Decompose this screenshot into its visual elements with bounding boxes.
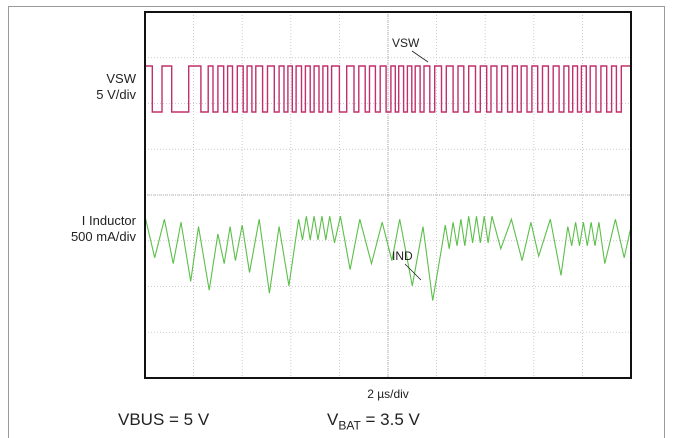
vsw-annotation-leader	[411, 50, 429, 63]
vsw-annotation: VSW	[392, 36, 420, 50]
annotations: VSW IND	[392, 36, 429, 281]
vsw-channel-scale: 5 V/div	[96, 87, 136, 102]
vbat-condition: VBAT = 3.5 V	[327, 410, 420, 432]
traces	[144, 65, 632, 301]
figure-frame	[8, 6, 665, 438]
vsw-channel-name: VSW	[106, 71, 136, 86]
inductor-channel-scale: 500 mA/div	[70, 229, 136, 244]
vbat-value: = 3.5 V	[360, 410, 420, 429]
inductor-channel-name: I Inductor	[81, 213, 136, 228]
inductor-annotation: IND	[392, 249, 413, 263]
vbus-condition: VBUS = 5 V	[118, 410, 210, 429]
plot-border	[144, 11, 632, 379]
inductor-channel-label: I Inductor 500 mA/div	[71, 213, 136, 245]
inductor-current-trace	[144, 216, 632, 301]
inductor-annotation-leader	[404, 263, 422, 281]
vsw-channel-label: VSW 5 V/div	[96, 71, 136, 103]
x-axis-label: 2 µs/div	[367, 387, 409, 401]
vbat-prefix: V	[327, 410, 339, 429]
vsw-trace	[145, 65, 631, 113]
vbat-subscript: BAT	[338, 418, 361, 433]
